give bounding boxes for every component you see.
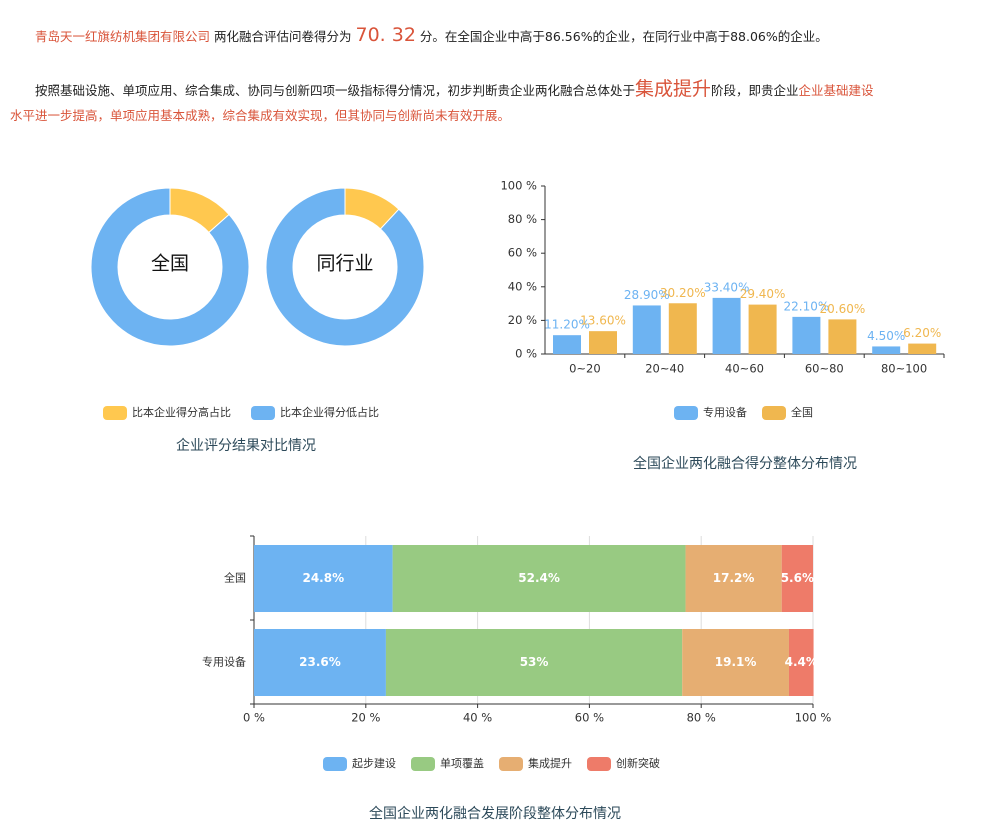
- summary-text: 分。在全国企业中高于86.56%的企业，在同行业中高于88.06%的企业。: [419, 29, 828, 44]
- donut-center-label: 全国: [151, 253, 189, 275]
- bar: [828, 319, 857, 354]
- segment-value-label: 5.6%: [781, 571, 814, 585]
- x-tick-label: 20~40: [645, 362, 684, 376]
- chart-title: 企业评分结果对比情况: [176, 437, 316, 454]
- stacked-bar-segment: [682, 629, 789, 696]
- bar-value-label: 28.90%: [624, 288, 670, 302]
- bar-value-label: 20.60%: [820, 302, 866, 316]
- y-category-label: 全国: [224, 571, 246, 585]
- summary-text: 两化融合评估问卷得分为: [214, 29, 352, 44]
- bar: [872, 346, 901, 354]
- legend-label: 集成提升: [528, 756, 572, 770]
- x-tick-label: 80 %: [687, 711, 716, 725]
- summary-text: 按照基础设施、单项应用、综合集成、协同与创新四项一级指标得分情况，初步判断贵企业…: [35, 83, 636, 98]
- bar: [748, 304, 777, 354]
- stage: 集成提升: [635, 78, 712, 100]
- company-name: 青岛天一红旗纺机集团有限公司: [35, 29, 211, 44]
- stacked-bar-segment: [788, 629, 814, 696]
- segment-value-label: 24.8%: [302, 571, 344, 585]
- legend-label: 比本企业得分高占比: [132, 405, 231, 419]
- summary-line-2: 按照基础设施、单项应用、综合集成、协同与创新四项一级指标得分情况，初步判断贵企业…: [35, 74, 874, 101]
- legend-swatch: [251, 406, 275, 420]
- y-tick-label: 60 %: [508, 246, 537, 260]
- stacked-bar-segment: [254, 545, 393, 612]
- legend-label: 全国: [791, 405, 813, 419]
- score: 70. 32: [355, 24, 416, 46]
- stacked-bar-segment: [392, 545, 686, 612]
- stacked-bar-segment: [781, 545, 813, 612]
- bar: [632, 305, 661, 354]
- bar-value-label: 22.10%: [784, 299, 830, 313]
- segment-value-label: 53%: [520, 655, 549, 669]
- legend-swatch: [323, 757, 347, 771]
- bar: [908, 343, 937, 354]
- segment-value-label: 17.2%: [713, 571, 755, 585]
- x-tick-label: 40~60: [725, 362, 764, 376]
- y-tick-label: 0 %: [515, 347, 537, 361]
- chart-title: 全国企业两化融合发展阶段整体分布情况: [369, 805, 621, 822]
- donut-slice: [90, 187, 250, 347]
- y-tick-label: 80 %: [508, 212, 537, 226]
- segment-value-label: 52.4%: [518, 571, 560, 585]
- summary-line-1: 青岛天一红旗纺机集团有限公司 两化融合评估问卷得分为 70. 32 分。在全国企…: [35, 24, 828, 46]
- stacked-bar-segment: [254, 629, 386, 696]
- x-tick-label: 60~80: [805, 362, 844, 376]
- bar-value-label: 4.50%: [867, 329, 905, 343]
- legend-swatch: [587, 757, 611, 771]
- x-tick-label: 0~20: [569, 362, 601, 376]
- bar: [553, 335, 581, 354]
- y-category-label: 专用设备: [202, 655, 246, 669]
- bar-value-label: 29.40%: [740, 287, 786, 301]
- legend-swatch: [103, 406, 127, 420]
- donut-center-label: 同行业: [316, 253, 373, 275]
- segment-value-label: 19.1%: [715, 655, 757, 669]
- summary-text: 阶段，即贵企业: [711, 83, 799, 98]
- bar: [712, 297, 741, 354]
- chart-title: 全国企业两化融合得分整体分布情况: [633, 455, 857, 472]
- bar-value-label: 6.20%: [903, 326, 941, 340]
- y-tick-label: 20 %: [508, 313, 537, 327]
- x-tick-label: 20 %: [351, 711, 380, 725]
- conclusion-line-2: 水平进一步提高，单项应用基本成熟，综合集成有效实现，但其协同与创新尚未有效开展。: [10, 108, 511, 123]
- bar-value-label: 11.20%: [544, 318, 590, 332]
- stacked-bar-segment: [385, 629, 683, 696]
- y-tick-label: 40 %: [508, 279, 537, 293]
- legend-label: 创新突破: [616, 756, 660, 770]
- legend-swatch: [411, 757, 435, 771]
- bar-value-label: 30.20%: [660, 286, 706, 300]
- legend-label: 专用设备: [703, 405, 747, 419]
- bar-value-label: 33.40%: [704, 280, 750, 294]
- donut-slice: [265, 187, 425, 347]
- bar: [668, 303, 697, 354]
- legend-label: 比本企业得分低占比: [280, 405, 379, 419]
- legend-swatch: [674, 406, 698, 420]
- x-tick-label: 40 %: [463, 711, 492, 725]
- legend-swatch: [499, 757, 523, 771]
- segment-value-label: 4.4%: [785, 655, 818, 669]
- legend-label: 单项覆盖: [440, 756, 484, 770]
- x-tick-label: 80~100: [881, 362, 927, 376]
- x-tick-label: 0 %: [243, 711, 265, 725]
- legend-swatch: [762, 406, 786, 420]
- x-tick-label: 60 %: [575, 711, 604, 725]
- y-tick-label: 100 %: [500, 179, 537, 193]
- bar: [589, 331, 617, 354]
- bar: [792, 316, 821, 354]
- conclusion: 企业基础建设: [798, 83, 874, 98]
- stacked-bar-segment: [685, 545, 782, 612]
- legend-label: 起步建设: [352, 756, 396, 770]
- x-tick-label: 100 %: [795, 711, 832, 725]
- bar-value-label: 13.60%: [580, 314, 626, 328]
- segment-value-label: 23.6%: [299, 655, 341, 669]
